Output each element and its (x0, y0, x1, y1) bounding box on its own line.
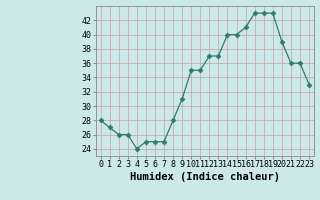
X-axis label: Humidex (Indice chaleur): Humidex (Indice chaleur) (130, 172, 280, 182)
